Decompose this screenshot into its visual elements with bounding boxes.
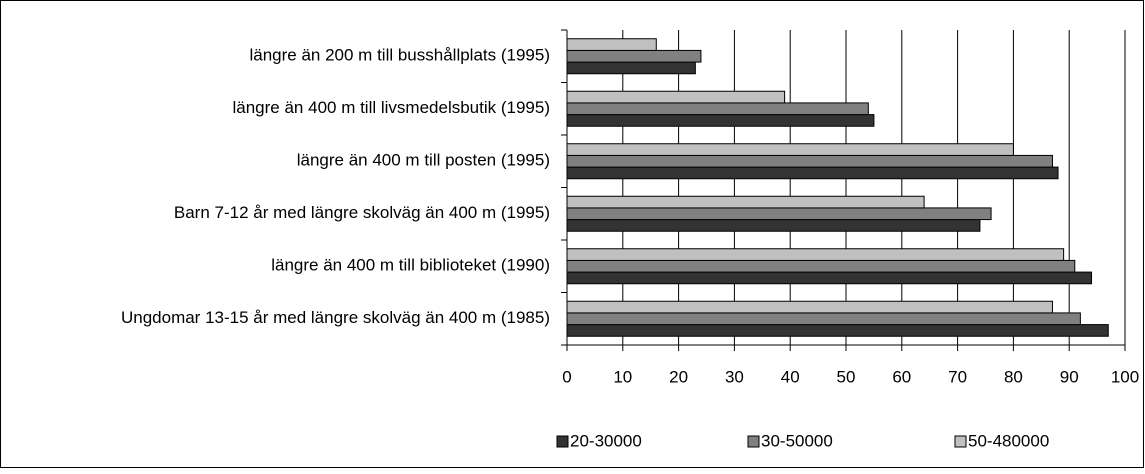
x-tick-label: 80 [1004,367,1023,386]
x-tick-label: 100 [1111,367,1139,386]
x-tick-label: 60 [892,367,911,386]
x-tick-label: 40 [781,367,800,386]
legend-swatch [954,435,967,448]
bar [566,300,1053,314]
bar [566,61,696,75]
y-tick-label: Barn 7-12 år med längre skolväg än 400 m… [174,203,550,222]
y-tick-label: längre än 400 m till posten (1995) [297,151,550,170]
bar [566,324,1109,337]
bar [566,143,1014,156]
y-tick-label: längre än 400 m till livsmedelsbutik (19… [233,98,551,117]
legend-label: 20-30000 [570,431,642,450]
x-tick-label: 30 [725,367,744,386]
legend-swatch [747,435,760,448]
bar [566,195,925,209]
bar [566,248,1065,261]
y-tick-label: längre än 400 m till biblioteket (1990) [271,256,550,275]
legend-label: 50-480000 [968,431,1049,450]
bar [566,312,1081,326]
bar [566,38,657,51]
bar [566,102,869,116]
x-tick-label: 10 [613,367,632,386]
bar [566,90,786,104]
x-tick-label: 70 [948,367,967,386]
legend-swatch [556,435,569,448]
legend-label: 30-50000 [761,431,833,450]
bar [566,114,875,127]
x-tick-label: 0 [562,367,571,386]
x-tick-label: 20 [669,367,688,386]
y-tick-label: Ungdomar 13-15 år med längre skolväg än … [121,308,550,327]
bar [566,219,981,232]
x-tick-label: 50 [837,367,856,386]
bar [566,271,1093,285]
bar [566,166,1059,180]
bar [566,259,1076,273]
bar [566,207,992,221]
bar [566,49,702,63]
y-tick-label: längre än 200 m till busshållplats (1995… [249,46,550,65]
x-tick-label: 90 [1060,367,1079,386]
bar [566,154,1053,168]
